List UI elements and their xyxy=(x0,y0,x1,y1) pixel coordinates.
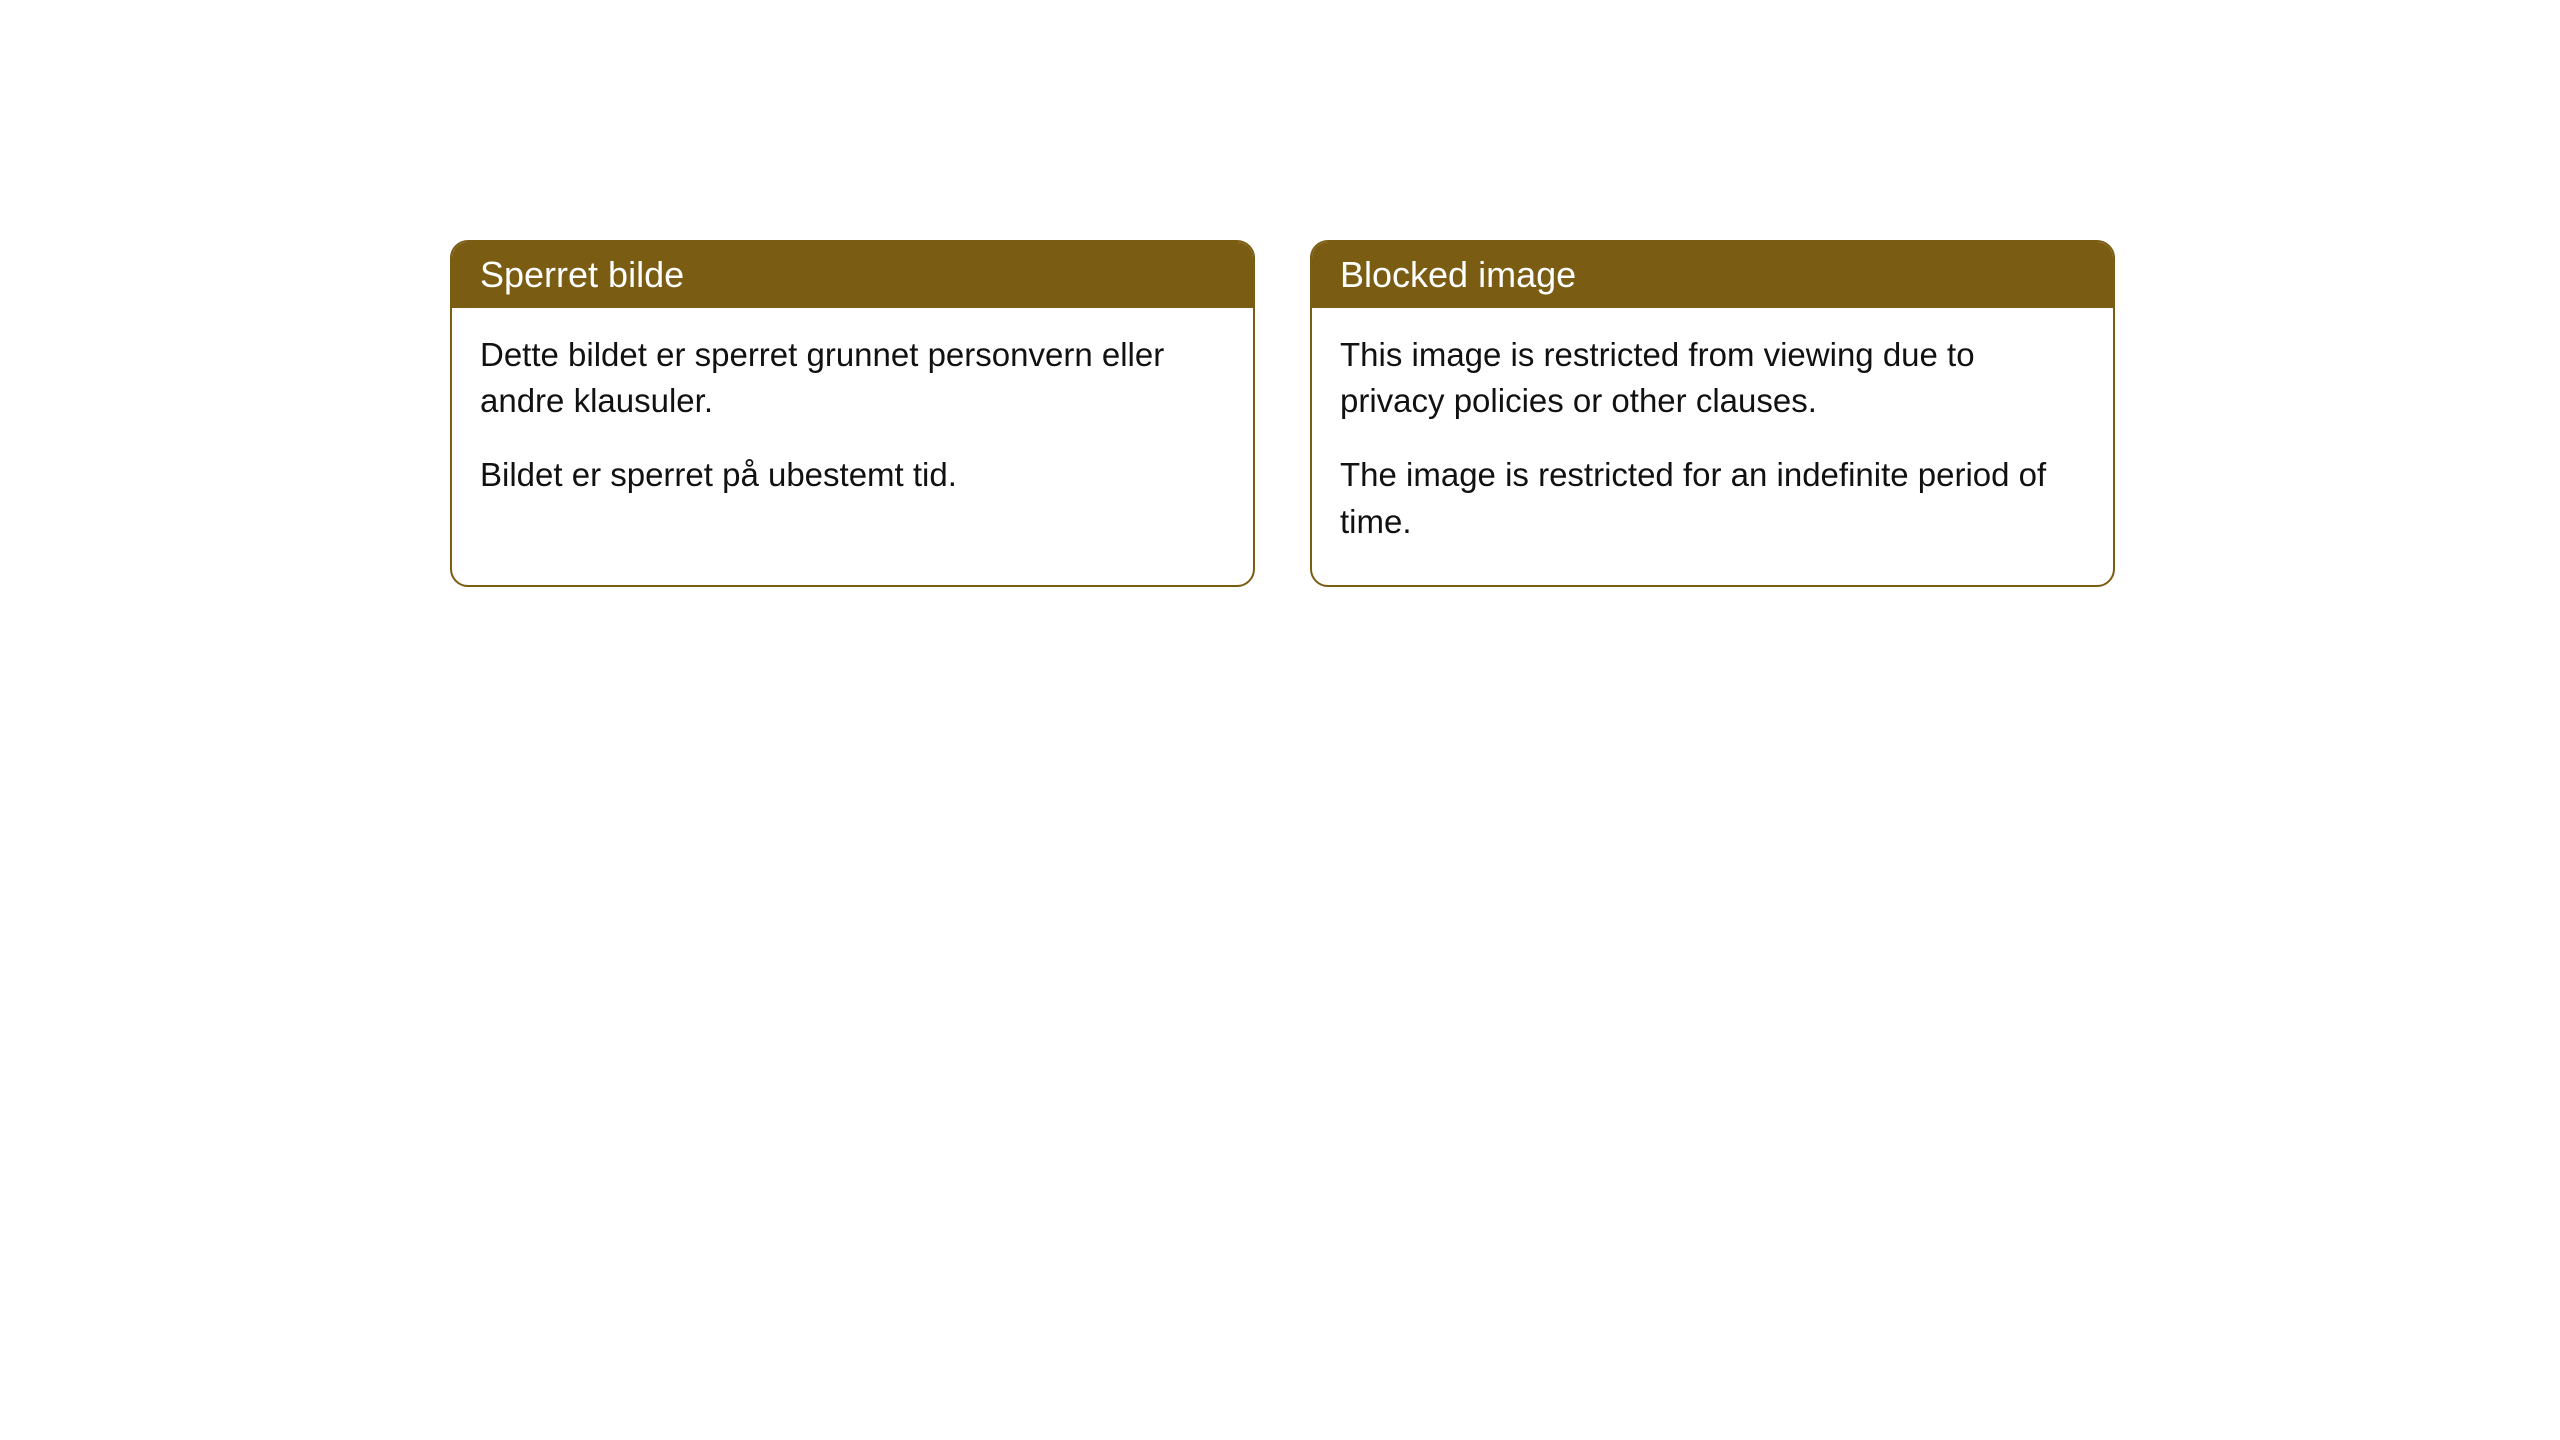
card-paragraph-en-2: The image is restricted for an indefinit… xyxy=(1340,452,2085,544)
card-paragraph-en-1: This image is restricted from viewing du… xyxy=(1340,332,2085,424)
card-body-en: This image is restricted from viewing du… xyxy=(1312,308,2113,585)
card-paragraph-no-2: Bildet er sperret på ubestemt tid. xyxy=(480,452,1225,498)
card-body-no: Dette bildet er sperret grunnet personve… xyxy=(452,308,1253,539)
blocked-image-card-en: Blocked image This image is restricted f… xyxy=(1310,240,2115,587)
card-title-no: Sperret bilde xyxy=(480,254,684,295)
card-header-no: Sperret bilde xyxy=(452,242,1253,308)
blocked-image-card-no: Sperret bilde Dette bildet er sperret gr… xyxy=(450,240,1255,587)
card-paragraph-no-1: Dette bildet er sperret grunnet personve… xyxy=(480,332,1225,424)
card-header-en: Blocked image xyxy=(1312,242,2113,308)
card-title-en: Blocked image xyxy=(1340,254,1576,295)
notice-cards-container: Sperret bilde Dette bildet er sperret gr… xyxy=(450,240,2560,587)
